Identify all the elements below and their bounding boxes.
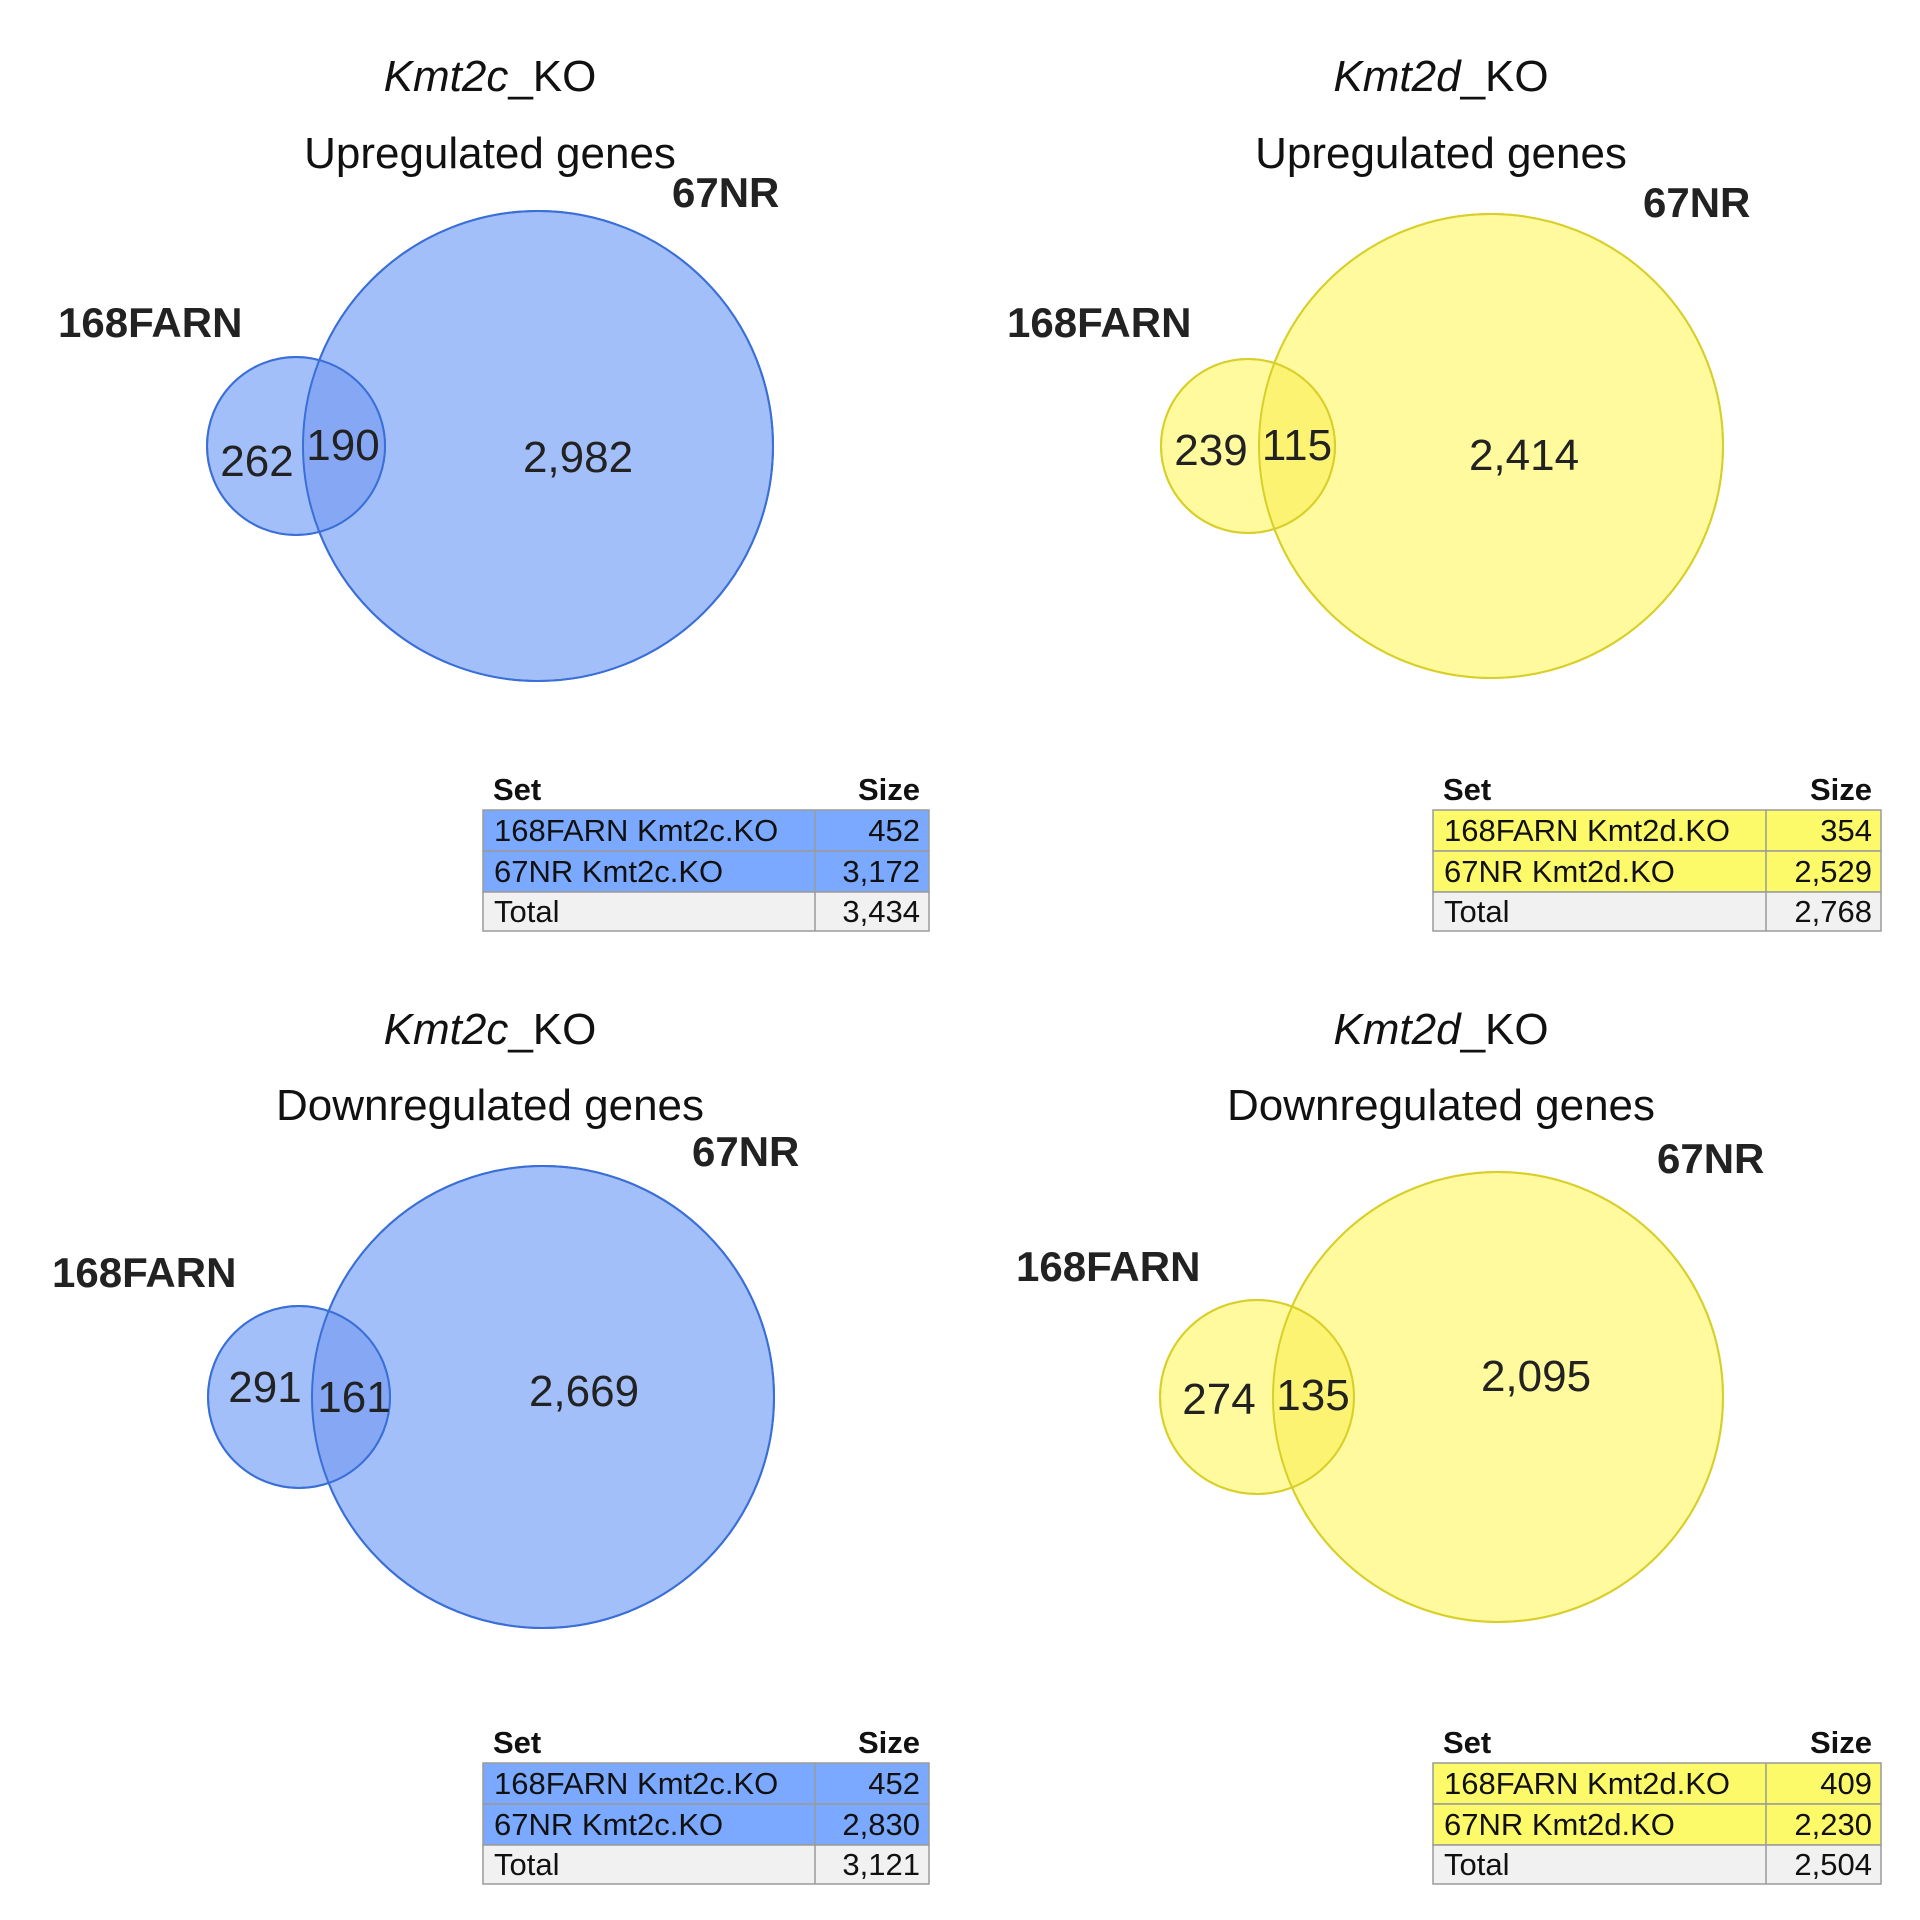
table-total-row <box>1432 1844 1882 1885</box>
set-size-table: Set Size 168FARN Kmt2c.KO 452 67NR Kmt2c… <box>482 772 930 932</box>
only-b-count: 2,095 <box>1481 1352 1591 1401</box>
table-header-size: Size <box>858 1725 920 1760</box>
set-a-label: 168FARN <box>52 1249 236 1296</box>
overlap-count: 115 <box>1262 421 1332 470</box>
panel-title: Kmt2d_KO <box>1333 1005 1548 1054</box>
set-a-outline <box>207 1305 391 1489</box>
table-header-size: Size <box>1810 772 1872 807</box>
only-b-count: 2,669 <box>529 1367 639 1416</box>
set-b-outline <box>302 210 774 682</box>
set-b-label: 67NR <box>692 1128 799 1175</box>
only-b-count: 2,414 <box>1469 431 1579 480</box>
table-cell-total: 2,768 <box>1794 894 1872 929</box>
table-row <box>1432 1803 1882 1846</box>
set-a-outline <box>206 356 386 536</box>
set-a-label: 168FARN <box>1016 1243 1200 1290</box>
only-a-count: 262 <box>220 437 293 486</box>
table-row <box>1432 1762 1882 1805</box>
set-b-outline <box>311 1165 775 1629</box>
panel-subtitle: Downregulated genes <box>276 1081 704 1130</box>
venn-panel-kmt2d-upregulated: Kmt2d_KO Upregulated genes 168FARN 67NR … <box>1007 52 1882 932</box>
table-total-row <box>1432 891 1882 932</box>
table-cell-size: 2,230 <box>1794 1807 1872 1842</box>
set-size-table: Set Size 168FARN Kmt2d.KO 409 67NR Kmt2d… <box>1432 1725 1882 1885</box>
table-cell-set: 67NR Kmt2d.KO <box>1444 1807 1675 1842</box>
venn-panel-kmt2c-upregulated: Kmt2c_KO Upregulated genes 168FARN 67NR … <box>58 52 930 932</box>
table-row <box>482 1762 930 1805</box>
table-cell-size: 2,830 <box>842 1807 920 1842</box>
only-a-count: 291 <box>228 1363 301 1412</box>
table-header-size: Size <box>858 772 920 807</box>
table-cell-size: 452 <box>868 813 920 848</box>
table-cell-set: 67NR Kmt2c.KO <box>494 854 723 889</box>
table-row <box>482 850 930 893</box>
table-total-row <box>482 1844 930 1885</box>
overlap-count: 161 <box>317 1373 390 1422</box>
set-a-outline <box>1160 358 1336 534</box>
table-cell-total-label: Total <box>1444 894 1509 929</box>
set-size-table: Set Size 168FARN Kmt2c.KO 452 67NR Kmt2c… <box>482 1725 930 1885</box>
table-cell-size: 3,172 <box>842 854 920 889</box>
set-a-outline <box>1159 1299 1355 1495</box>
table-header-set: Set <box>1443 1725 1491 1760</box>
panel-title: Kmt2c_KO <box>384 1005 597 1054</box>
table-header-size: Size <box>1810 1725 1872 1760</box>
venn-panel-kmt2c-downregulated: Kmt2c_KO Downregulated genes 168FARN 67N… <box>52 1005 930 1885</box>
table-cell-total: 2,504 <box>1794 1847 1872 1882</box>
panel-subtitle: Downregulated genes <box>1227 1081 1655 1130</box>
set-a-label: 168FARN <box>58 299 242 346</box>
table-cell-set: 168FARN Kmt2c.KO <box>494 1766 778 1801</box>
set-a-label: 168FARN <box>1007 299 1191 346</box>
table-cell-set: 168FARN Kmt2c.KO <box>494 813 778 848</box>
overlap-count: 135 <box>1276 1371 1349 1420</box>
set-b-outline <box>1272 1171 1724 1623</box>
table-cell-set: 168FARN Kmt2d.KO <box>1444 813 1730 848</box>
panel-subtitle: Upregulated genes <box>304 129 676 178</box>
table-row <box>1432 850 1882 893</box>
set-b-label: 67NR <box>672 169 779 216</box>
table-total-row <box>482 891 930 932</box>
panel-subtitle: Upregulated genes <box>1255 129 1627 178</box>
table-cell-total: 3,434 <box>842 894 920 929</box>
table-cell-size: 452 <box>868 1766 920 1801</box>
table-cell-set: 67NR Kmt2d.KO <box>1444 854 1675 889</box>
venn-panel-kmt2d-downregulated: Kmt2d_KO Downregulated genes 168FARN 67N… <box>1016 1005 1882 1885</box>
table-cell-size: 409 <box>1820 1766 1872 1801</box>
set-b-outline <box>1258 213 1724 679</box>
table-cell-total-label: Total <box>1444 1847 1509 1882</box>
table-header-set: Set <box>493 1725 541 1760</box>
table-cell-size: 2,529 <box>1794 854 1872 889</box>
table-cell-total: 3,121 <box>842 1847 920 1882</box>
table-row <box>482 1803 930 1846</box>
table-cell-set: 67NR Kmt2c.KO <box>494 1807 723 1842</box>
table-cell-total-label: Total <box>494 1847 559 1882</box>
table-row <box>482 809 930 852</box>
table-cell-set: 168FARN Kmt2d.KO <box>1444 1766 1730 1801</box>
table-header-set: Set <box>493 772 541 807</box>
table-cell-total-label: Total <box>494 894 559 929</box>
only-b-count: 2,982 <box>523 433 633 482</box>
set-size-table: Set Size 168FARN Kmt2d.KO 354 67NR Kmt2d… <box>1432 772 1882 932</box>
table-header-set: Set <box>1443 772 1491 807</box>
panel-title: Kmt2d_KO <box>1333 52 1548 101</box>
set-b-label: 67NR <box>1643 179 1750 226</box>
overlap-count: 190 <box>306 421 379 470</box>
set-b-label: 67NR <box>1657 1135 1764 1182</box>
panel-title: Kmt2c_KO <box>384 52 597 101</box>
table-row <box>1432 809 1882 852</box>
only-a-count: 274 <box>1182 1375 1255 1424</box>
table-cell-size: 354 <box>1820 813 1872 848</box>
only-a-count: 239 <box>1174 426 1247 475</box>
